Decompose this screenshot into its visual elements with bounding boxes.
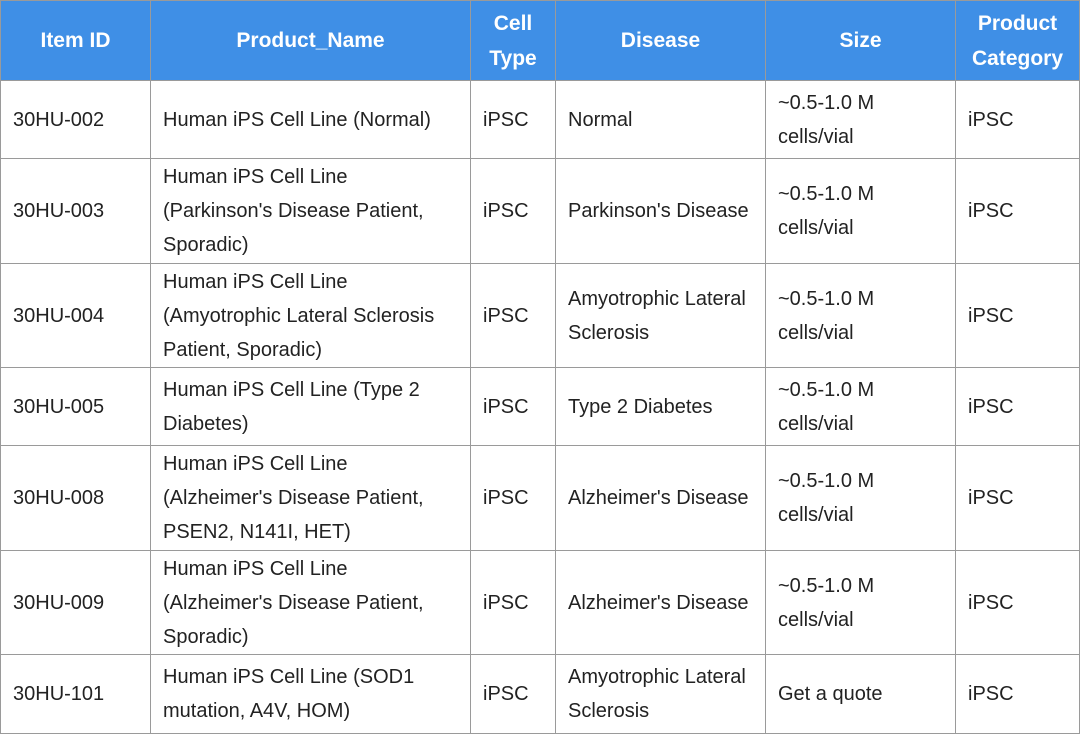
table-cell: iPSC	[470, 263, 556, 368]
table-cell: Human iPS Cell Line (Alzheimer's Disease…	[150, 550, 471, 655]
table-cell: Human iPS Cell Line (Amyotrophic Lateral…	[150, 263, 471, 368]
table-cell: ~0.5-1.0 M cells/vial	[765, 550, 956, 655]
table-cell: iPSC	[955, 263, 1080, 368]
table-row: 30HU-004 Human iPS Cell Line (Amyotrophic…	[0, 263, 1080, 368]
table-cell: iPSC	[955, 654, 1080, 734]
table-cell: 30HU-003	[0, 158, 151, 264]
table-row: 30HU-008 Human iPS Cell Line (Alzheimer's…	[0, 445, 1080, 551]
table-cell: 30HU-101	[0, 654, 151, 734]
table-cell: ~0.5-1.0 M cells/vial	[765, 367, 956, 446]
table-cell: Get a quote	[765, 654, 956, 734]
header-row: Item ID Product_Name Cell Type Disease Size P…	[0, 0, 1080, 81]
table-row: 30HU-009 Human iPS Cell Line (Alzheimer's…	[0, 550, 1080, 655]
table-row: 30HU-101 Human iPS Cell Line (SOD1 mutati…	[0, 654, 1080, 734]
table-cell: Parkinson's Disease	[555, 158, 766, 264]
table-cell: Alzheimer's Disease	[555, 445, 766, 551]
table-cell: iPSC	[955, 80, 1080, 159]
table-row: 30HU-005 Human iPS Cell Line (Type 2 Diab…	[0, 367, 1080, 446]
table-cell: Human iPS Cell Line (Type 2 Diabetes)	[150, 367, 471, 446]
table-cell: Human iPS Cell Line (Parkinson's Disease…	[150, 158, 471, 264]
table-cell: ~0.5-1.0 M cells/vial	[765, 158, 956, 264]
table-cell: ~0.5-1.0 M cells/vial	[765, 445, 956, 551]
table-cell: 30HU-009	[0, 550, 151, 655]
table-cell: iPSC	[470, 367, 556, 446]
table-cell: Normal	[555, 80, 766, 159]
table-cell: iPSC	[955, 445, 1080, 551]
header-cell: Cell Type	[470, 0, 556, 81]
table-cell: 30HU-004	[0, 263, 151, 368]
table-cell: Amyotrophic Lateral Sclerosis	[555, 263, 766, 368]
table-cell: iPSC	[470, 550, 556, 655]
table-cell: iPSC	[470, 158, 556, 264]
table-cell: Human iPS Cell Line (Normal)	[150, 80, 471, 159]
table-body: 30HU-002 Human iPS Cell Line (Normal) iPSC…	[0, 80, 1080, 734]
header-cell: Product Category	[955, 0, 1080, 81]
table-cell: iPSC	[470, 445, 556, 551]
table-row: 30HU-003 Human iPS Cell Line (Parkinson's…	[0, 158, 1080, 264]
table-cell: Human iPS Cell Line (Alzheimer's Disease…	[150, 445, 471, 551]
table-cell: Type 2 Diabetes	[555, 367, 766, 446]
table-cell: Human iPS Cell Line (SOD1 mutation, A4V,…	[150, 654, 471, 734]
table-cell: ~0.5-1.0 M cells/vial	[765, 263, 956, 368]
table-cell: 30HU-002	[0, 80, 151, 159]
table-row: 30HU-002 Human iPS Cell Line (Normal) iPSC…	[0, 80, 1080, 159]
table-cell: Alzheimer's Disease	[555, 550, 766, 655]
table-cell: ~0.5-1.0 M cells/vial	[765, 80, 956, 159]
table-cell: iPSC	[470, 654, 556, 734]
table-cell: iPSC	[955, 550, 1080, 655]
table-cell: iPSC	[955, 158, 1080, 264]
table-cell: Amyotrophic Lateral Sclerosis	[555, 654, 766, 734]
header-cell: Product_Name	[150, 0, 471, 81]
header-cell: Size	[765, 0, 956, 81]
table-cell: 30HU-008	[0, 445, 151, 551]
table-cell: 30HU-005	[0, 367, 151, 446]
header-cell: Disease	[555, 0, 766, 81]
table-cell: iPSC	[955, 367, 1080, 446]
header-cell: Item ID	[0, 0, 151, 81]
table-cell: iPSC	[470, 80, 556, 159]
